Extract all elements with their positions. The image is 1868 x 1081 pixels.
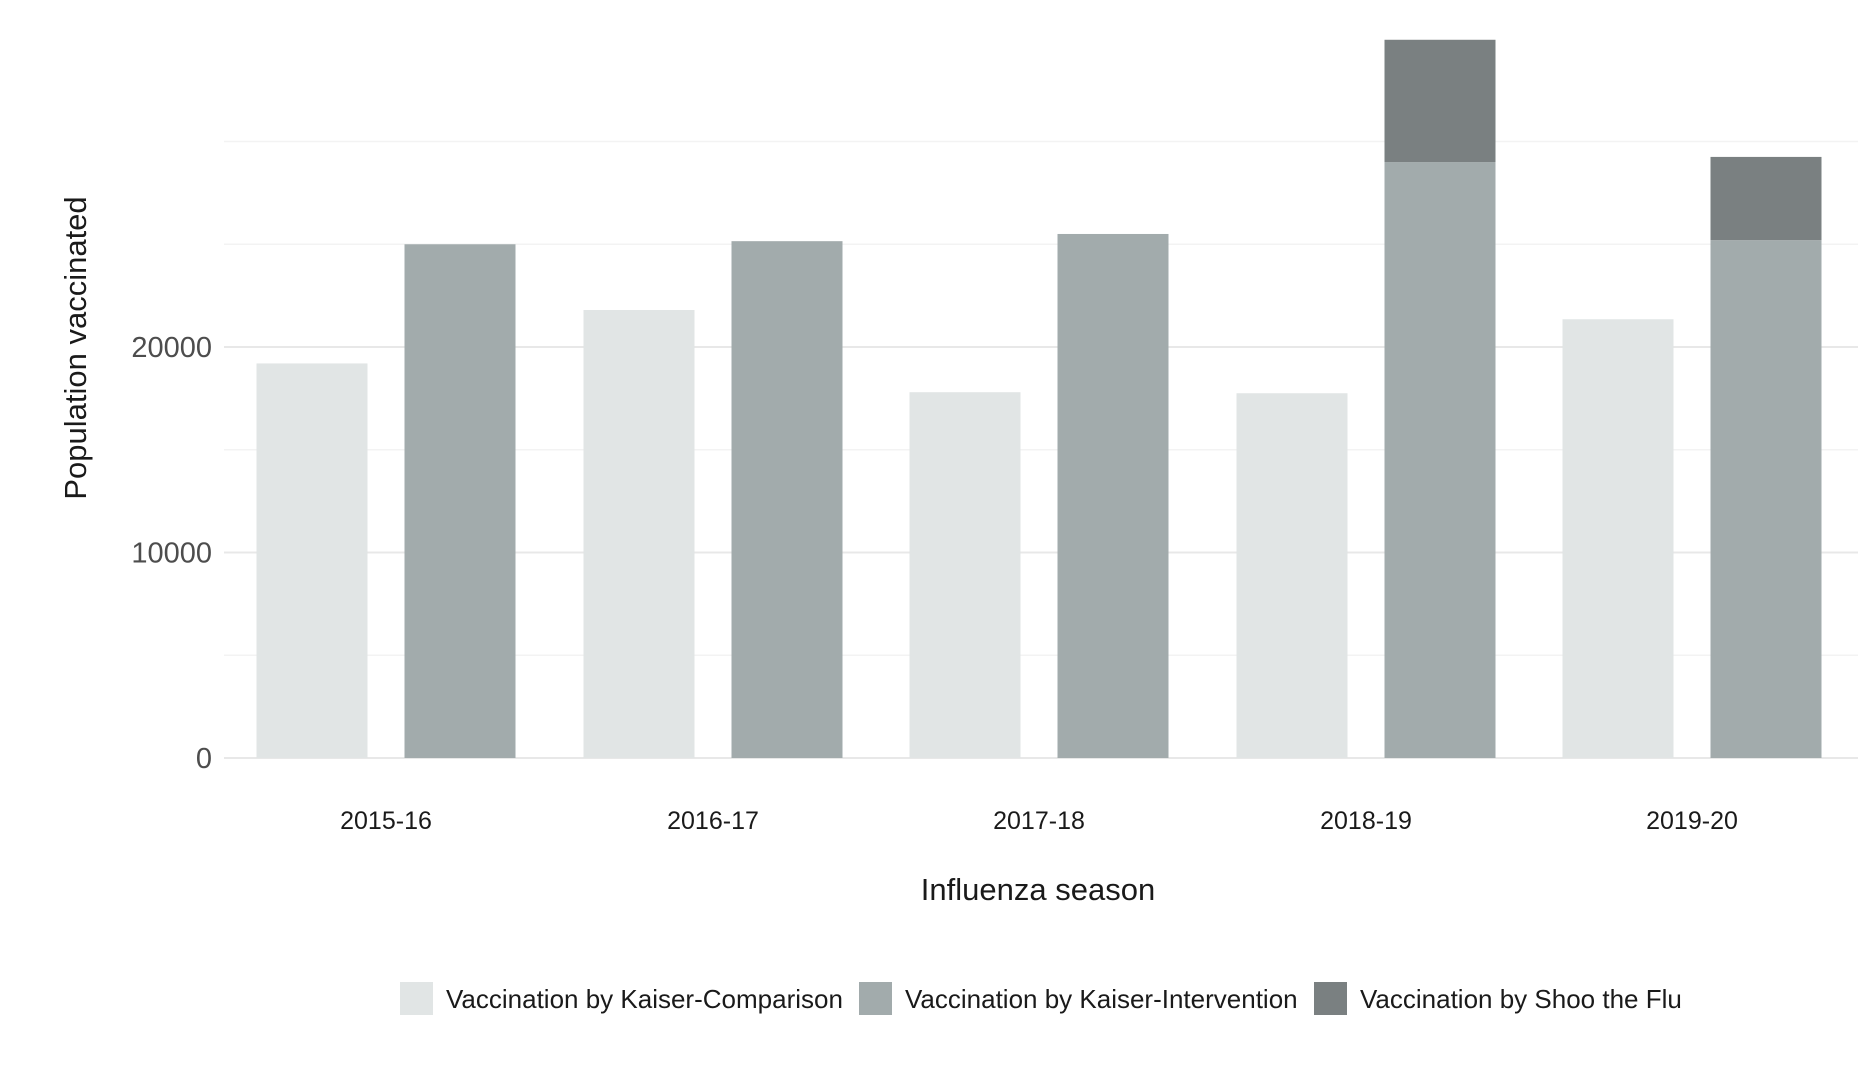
legend-label: Vaccination by Kaiser-Intervention bbox=[905, 984, 1298, 1014]
bar-kaiser-comparison bbox=[1236, 393, 1348, 758]
x-tick-label: 2016-17 bbox=[667, 807, 759, 835]
x-tick-label: 2018-19 bbox=[1320, 807, 1412, 835]
y-tick-label: 0 bbox=[196, 743, 212, 775]
y-tick-label: 10000 bbox=[131, 538, 212, 570]
bar-kaiser-comparison bbox=[909, 392, 1021, 758]
x-axis-ticks: 2015-16 2016-17 2017-18 2018-19 2019-20 bbox=[340, 807, 1738, 835]
bar-kaiser-intervention bbox=[1384, 162, 1496, 759]
x-axis-title: Influenza season bbox=[921, 872, 1155, 907]
legend: Vaccination by Kaiser-Comparison Vaccinat… bbox=[400, 982, 1682, 1015]
bar-kaiser-intervention bbox=[1057, 233, 1169, 759]
bars bbox=[256, 39, 1822, 759]
bar-kaiser-intervention bbox=[404, 244, 516, 758]
bar-kaiser-intervention bbox=[731, 241, 843, 759]
legend-swatch bbox=[859, 982, 892, 1015]
bar-kaiser-intervention bbox=[1710, 240, 1822, 758]
y-tick-label: 20000 bbox=[131, 332, 212, 364]
legend-label: Vaccination by Kaiser-Comparison bbox=[446, 984, 843, 1014]
y-axis-ticks: 0 10000 20000 bbox=[131, 332, 212, 775]
bar-shoo-the-flu bbox=[1710, 156, 1822, 241]
x-tick-label: 2017-18 bbox=[993, 807, 1085, 835]
bar-kaiser-comparison bbox=[1562, 319, 1674, 758]
x-tick-label: 2015-16 bbox=[340, 807, 432, 835]
bar-shoo-the-flu bbox=[1384, 39, 1496, 163]
legend-swatch bbox=[400, 982, 433, 1015]
y-axis-title: Population vaccinated bbox=[58, 196, 93, 499]
x-tick-label: 2019-20 bbox=[1646, 807, 1738, 835]
legend-swatch bbox=[1314, 982, 1347, 1015]
legend-label: Vaccination by Shoo the Flu bbox=[1360, 984, 1682, 1014]
bar-kaiser-comparison bbox=[256, 363, 368, 758]
bar-kaiser-comparison bbox=[583, 310, 695, 758]
